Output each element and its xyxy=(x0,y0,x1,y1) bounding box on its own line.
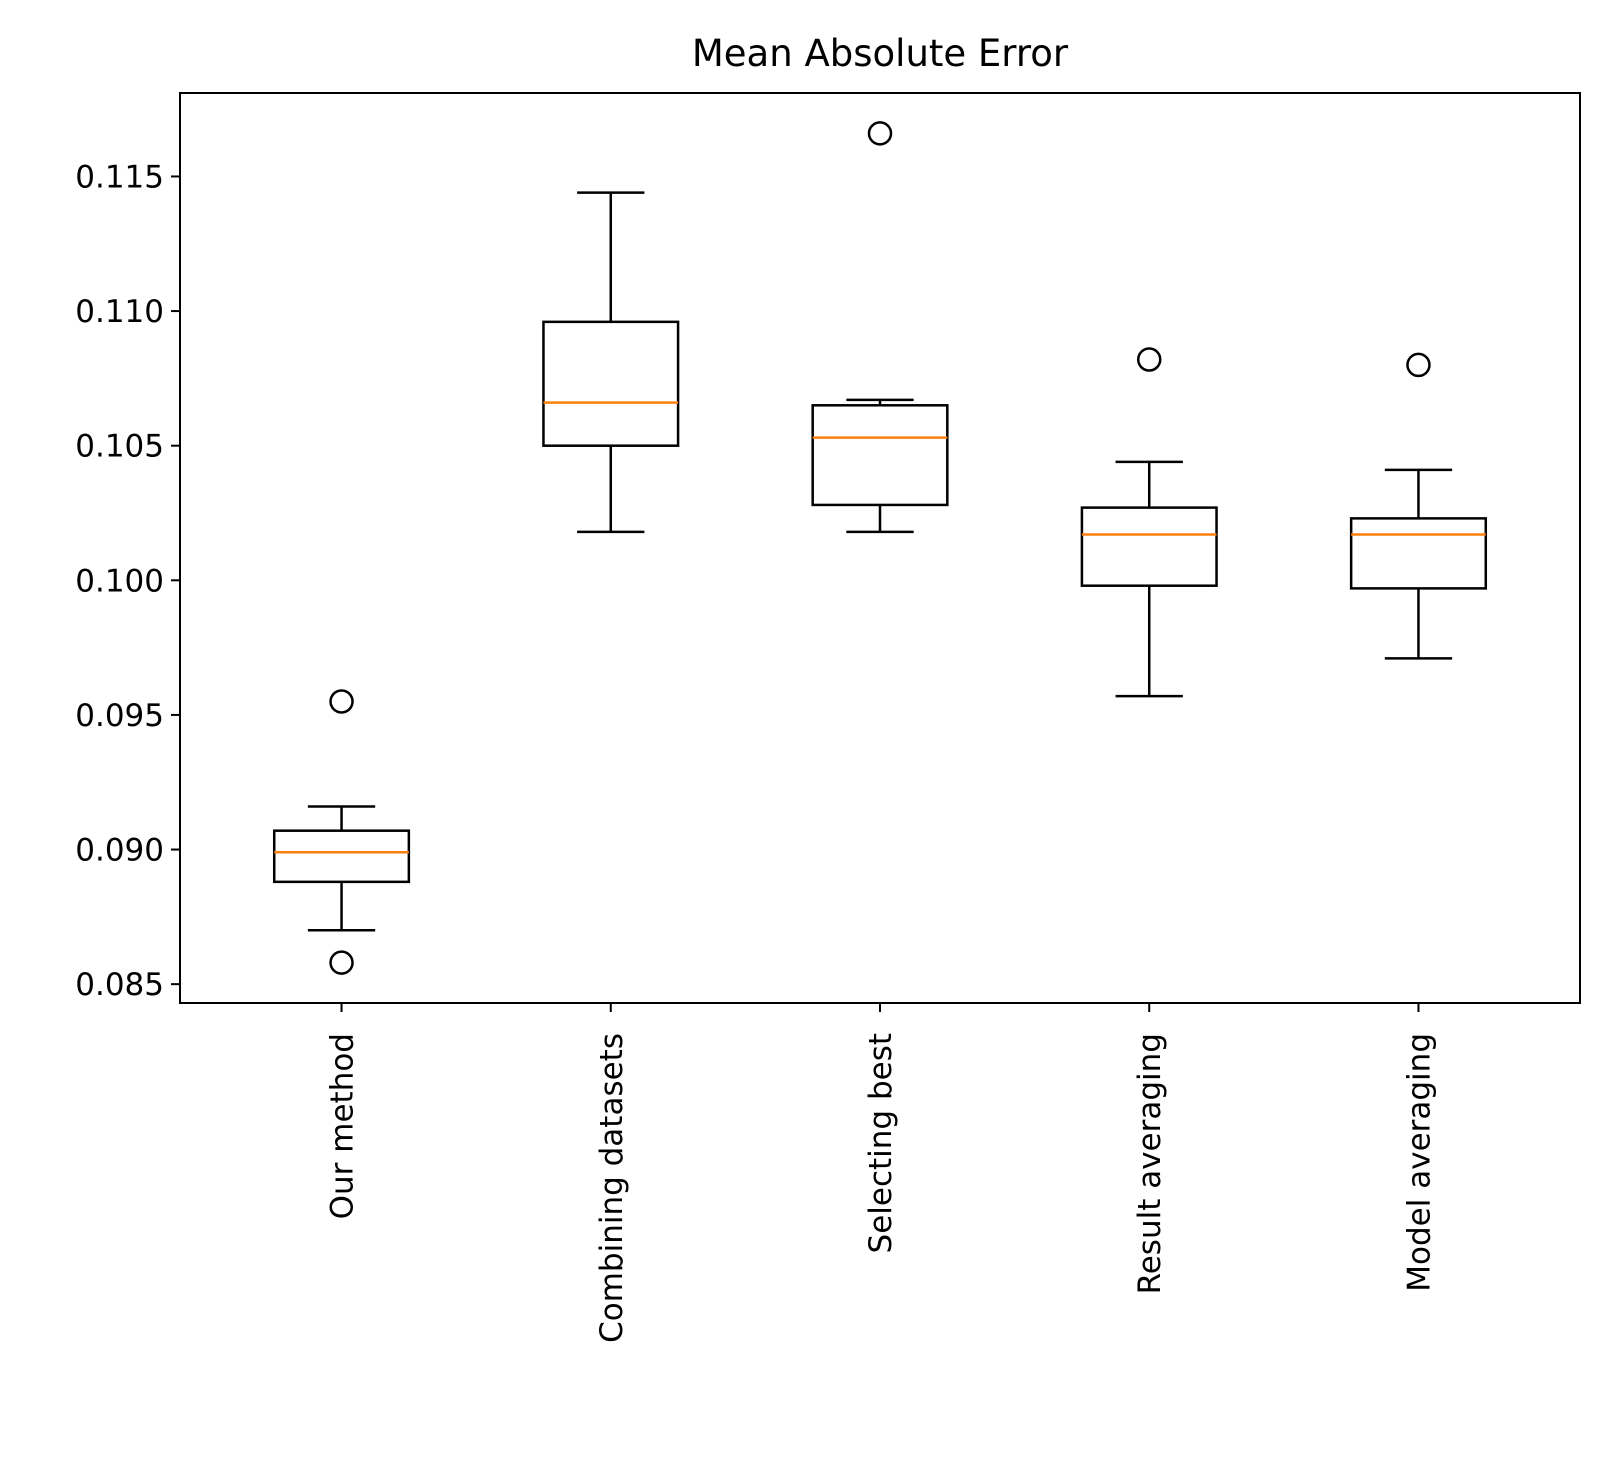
iqr-box xyxy=(1080,506,1218,587)
iqr-box xyxy=(542,320,680,447)
chart-title: Mean Absolute Error xyxy=(692,32,1069,75)
category-label: Selecting best xyxy=(863,1033,899,1253)
iqr-box xyxy=(1349,517,1488,590)
outlier-point xyxy=(1406,352,1431,378)
outlier-point xyxy=(867,121,893,146)
box-2 xyxy=(811,121,949,534)
box-0 xyxy=(272,689,411,975)
y-tick-label: 0.085 xyxy=(75,967,164,1003)
category-label: Our method xyxy=(325,1033,361,1219)
x-axis: Our method Combining datasets Selecting be… xyxy=(325,1003,1437,1343)
y-tick-label: 0.110 xyxy=(75,294,164,330)
outlier-point xyxy=(329,950,354,975)
y-tick-label: 0.105 xyxy=(75,429,164,465)
y-tick-label: 0.095 xyxy=(75,698,164,734)
y-tick-label: 0.115 xyxy=(75,159,164,195)
box-1 xyxy=(542,191,680,534)
category-label: Model averaging xyxy=(1401,1033,1437,1292)
y-tick-label: 0.090 xyxy=(75,833,164,869)
iqr-box xyxy=(811,404,949,507)
iqr-box xyxy=(272,829,411,884)
outlier-point xyxy=(1136,347,1162,372)
y-axis: 0.085 0.090 0.095 0.100 0.105 0.110 0.115 xyxy=(75,159,180,1003)
box-4 xyxy=(1349,352,1488,660)
box-plot-series xyxy=(272,121,1488,975)
y-tick-label: 0.100 xyxy=(75,563,164,599)
outlier-point xyxy=(329,689,354,714)
plot-area-frame xyxy=(179,92,1581,1004)
category-label: Combining datasets xyxy=(594,1033,630,1343)
box-3 xyxy=(1080,347,1218,698)
category-label: Result averaging xyxy=(1132,1033,1168,1294)
